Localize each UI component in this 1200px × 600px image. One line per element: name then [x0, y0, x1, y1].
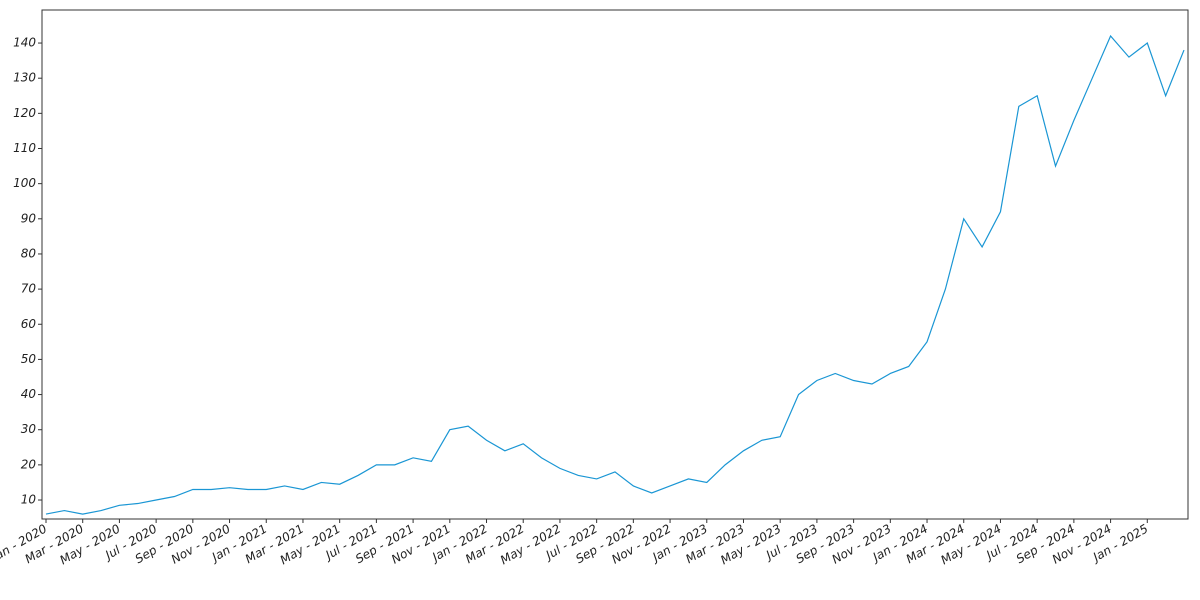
y-tick-label: 30: [21, 422, 37, 436]
y-tick-label: 120: [13, 106, 36, 120]
y-tick-label: 140: [13, 36, 36, 50]
y-tick-label: 20: [21, 457, 37, 471]
y-tick-label: 10: [21, 493, 37, 507]
plot-frame: [41, 9, 1189, 520]
y-tick-label: 80: [21, 246, 37, 260]
y-tick-label: 130: [13, 71, 36, 85]
y-tick-label: 40: [21, 387, 37, 401]
y-tick-label: 50: [21, 352, 37, 366]
y-tick-label: 70: [21, 282, 37, 296]
y-tick-label: 90: [21, 211, 37, 225]
y-tick-label: 110: [13, 141, 36, 155]
y-tick-label: 100: [13, 176, 36, 190]
price-line: [45, 34, 1185, 515]
y-tick-label: 60: [21, 317, 37, 331]
